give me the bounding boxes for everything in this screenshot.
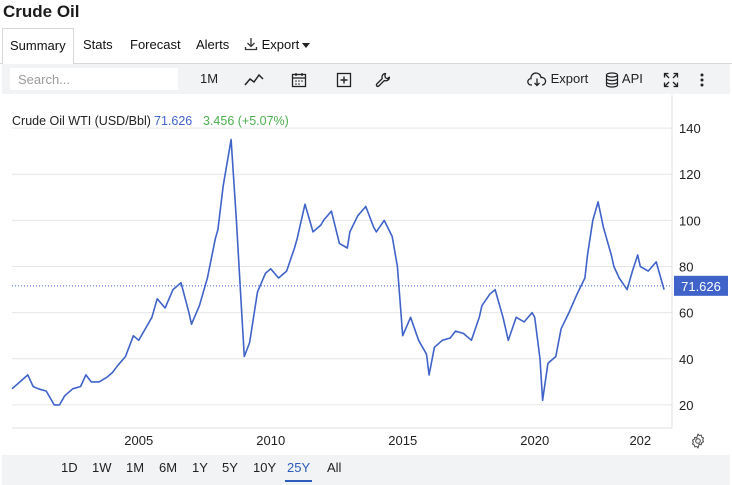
add-indicator-button[interactable] [336, 68, 352, 90]
y-tick-label: 20 [679, 398, 693, 413]
tab-export[interactable]: Export [244, 28, 311, 64]
tab-bar: Summary Stats Forecast Alerts Export [0, 28, 732, 65]
fullscreen-button[interactable] [663, 68, 679, 90]
chart-type-button[interactable] [244, 68, 264, 90]
database-icon [605, 71, 619, 88]
fullscreen-icon [663, 72, 679, 87]
export-button[interactable]: Export [527, 68, 588, 90]
cloud-download-icon [527, 72, 547, 87]
last-value-badge [674, 275, 728, 296]
download-icon [244, 38, 258, 51]
wrench-icon [375, 72, 391, 87]
y-tick-label: 140 [679, 121, 701, 136]
y-tick-label: 40 [679, 352, 693, 367]
chart-area: 20 40 60 80 100 120 140 2005 2010 2015 2020 202 71.6… [2, 95, 730, 455]
legend-change: 3.456 (+5.07%) [203, 114, 289, 128]
legend-series-name: Crude Oil WTI (USD/Bbl) [12, 114, 151, 128]
price-series-line[interactable] [11, 138, 665, 406]
caret-down-icon [302, 43, 311, 49]
date-range-button[interactable] [291, 68, 307, 90]
last-value-label: 71.626 [681, 279, 721, 294]
range-6m[interactable]: 6M [159, 460, 178, 475]
api-label: API [621, 71, 643, 86]
range-5y[interactable]: 5Y [222, 460, 238, 475]
api-button[interactable]: API [605, 68, 643, 90]
line-chart-icon [244, 73, 264, 86]
range-1d[interactable]: 1D [61, 460, 78, 475]
search-input[interactable] [10, 68, 178, 90]
more-vertical-icon [700, 73, 704, 87]
tab-forecast[interactable]: Forecast [130, 37, 181, 52]
y-tick-label: 100 [679, 213, 701, 228]
tab-summary[interactable]: Summary [2, 28, 74, 65]
x-tick-label: 202 [629, 433, 651, 448]
x-tick-label: 2010 [256, 433, 285, 448]
page-title: Crude Oil [3, 2, 80, 21]
range-1y[interactable]: 1Y [192, 460, 208, 475]
range-selector: 1D 1W 1M 6M 1Y 5Y 10Y 25Y All [2, 455, 730, 485]
export-label: Export [550, 71, 589, 86]
range-25y[interactable]: 25Y [285, 460, 313, 482]
gear-icon [691, 433, 705, 449]
add-plus-icon [336, 72, 352, 87]
legend-value: 71.626 [154, 114, 192, 128]
tools-button[interactable] [375, 68, 391, 90]
y-tick-label: 80 [679, 260, 693, 275]
tab-export-label: Export [261, 37, 300, 52]
y-tick-label: 120 [679, 167, 701, 182]
x-tick-label: 2005 [124, 433, 153, 448]
tab-alerts[interactable]: Alerts [196, 37, 230, 52]
range-1m[interactable]: 1M [126, 460, 145, 475]
x-tick-label: 2020 [520, 433, 549, 448]
x-tick-label: 2015 [388, 433, 417, 448]
chart-settings-button[interactable] [690, 433, 706, 449]
more-options-button[interactable] [699, 68, 705, 90]
range-all[interactable]: All [327, 460, 342, 475]
chart-toolbar: 1M Export API [2, 64, 730, 94]
range-1w[interactable]: 1W [92, 460, 112, 475]
range-10y[interactable]: 10Y [253, 460, 277, 475]
y-tick-label: 60 [679, 306, 693, 321]
price-chart[interactable]: 20 40 60 80 100 120 140 2005 2010 2015 2020 202 71.6… [2, 95, 730, 455]
interval-button[interactable]: 1M [200, 71, 219, 86]
calendar-icon [291, 72, 307, 87]
tab-stats[interactable]: Stats [83, 37, 113, 52]
